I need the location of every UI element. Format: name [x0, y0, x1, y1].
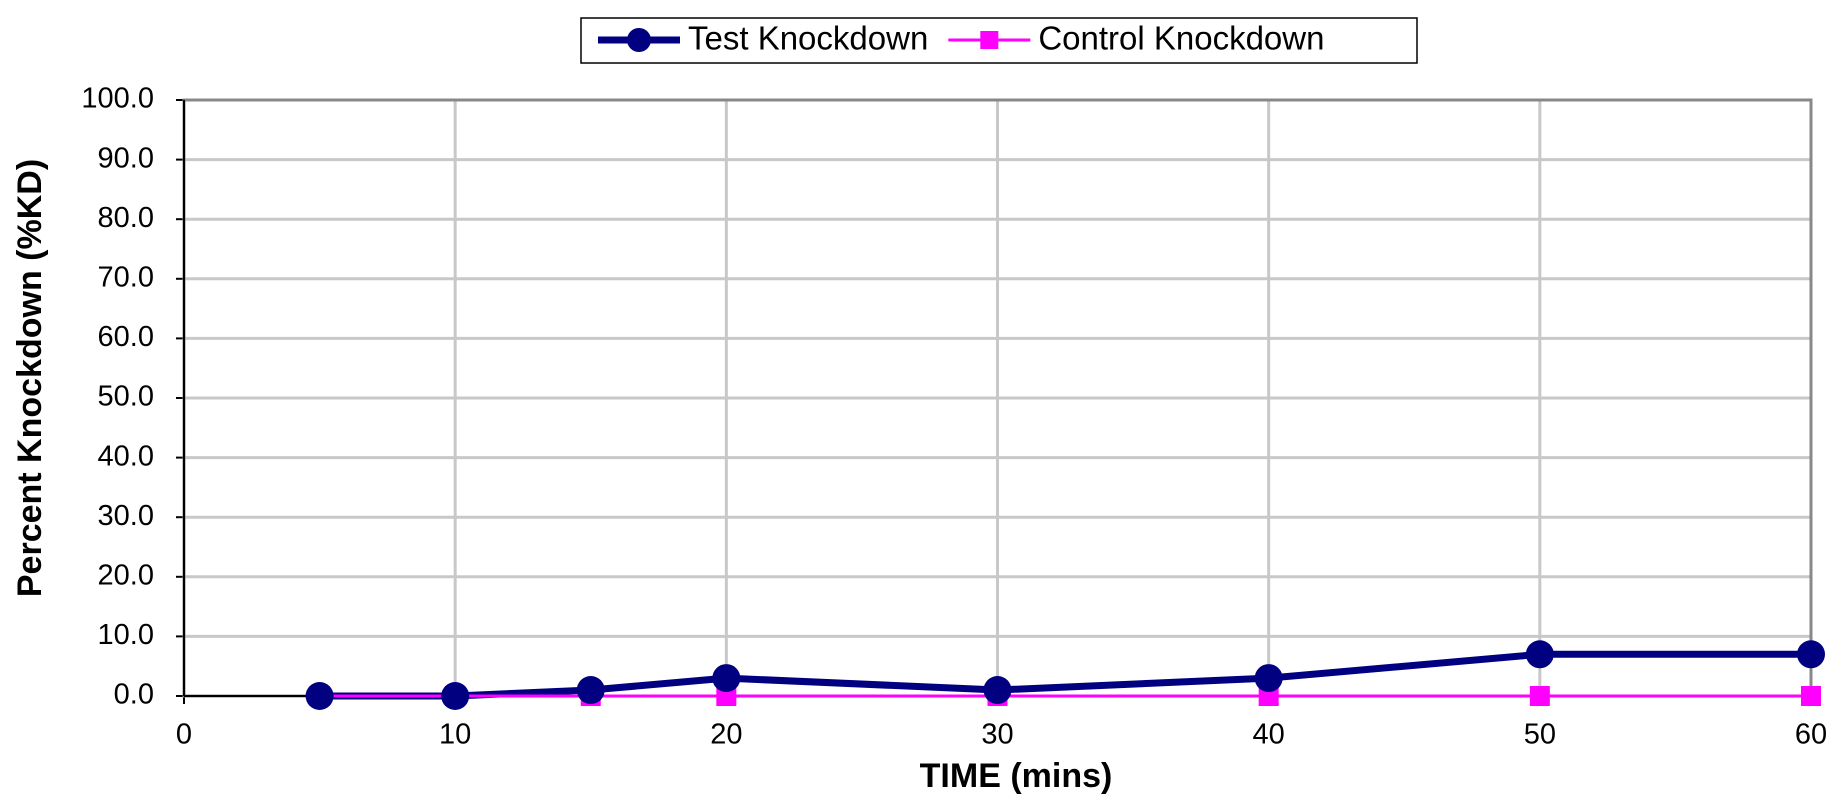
legend-marker [627, 28, 651, 52]
y-axis-title: Percent Knockdown (%KD) [11, 159, 49, 597]
legend-label: Control Knockdown [1038, 20, 1324, 57]
x-tick-label: 20 [710, 719, 742, 751]
data-point [441, 682, 470, 710]
x-tick-label: 50 [1524, 719, 1556, 751]
data-point [712, 664, 741, 693]
y-tick-label: 40.0 [98, 440, 154, 472]
x-axis-title: TIME (mins) [920, 757, 1113, 795]
y-tick-label: 70.0 [98, 261, 154, 293]
x-tick-label: 60 [1795, 719, 1827, 751]
x-tick-label: 0 [176, 719, 192, 751]
x-tick-label: 30 [981, 719, 1013, 751]
y-tick-label: 60.0 [98, 321, 154, 353]
legend-label: Test Knockdown [688, 20, 928, 57]
y-tick-label: 10.0 [98, 619, 154, 651]
data-point [1254, 664, 1283, 693]
data-point [305, 682, 334, 710]
data-point [1525, 640, 1554, 669]
data-point [983, 676, 1012, 705]
y-tick-label: 100.0 [81, 83, 154, 115]
y-tick-label: 90.0 [98, 142, 154, 174]
y-tick-label: 50.0 [98, 381, 154, 413]
data-point [1529, 686, 1550, 706]
data-point [1801, 686, 1821, 706]
data-point [576, 676, 605, 705]
x-tick-label: 10 [439, 719, 471, 751]
data-point [1797, 640, 1825, 669]
legend-marker [980, 31, 999, 49]
y-tick-label: 30.0 [98, 500, 154, 532]
y-tick-label: 80.0 [98, 202, 154, 234]
y-tick-label: 0.0 [114, 679, 154, 711]
x-tick-label: 40 [1253, 719, 1285, 751]
y-tick-label: 20.0 [98, 559, 154, 591]
